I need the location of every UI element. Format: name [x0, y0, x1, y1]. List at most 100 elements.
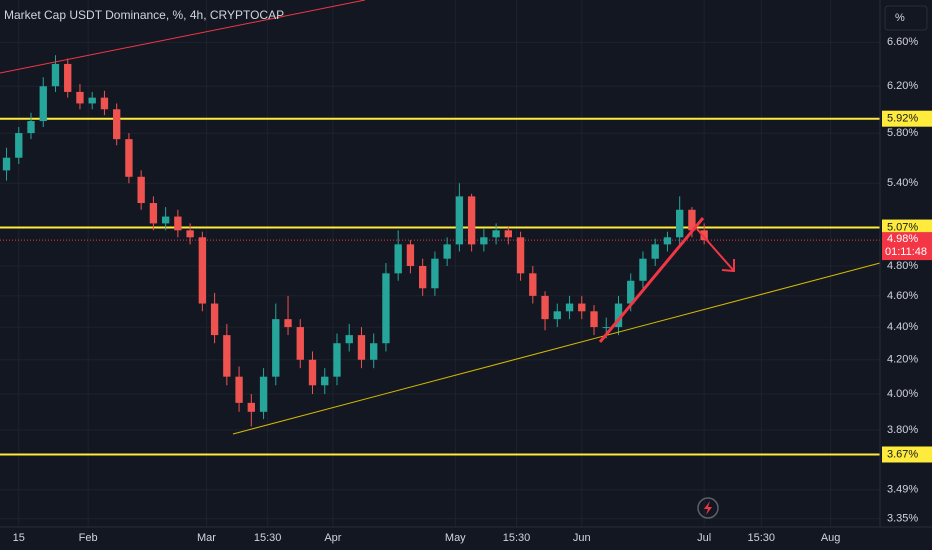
candle-body	[308, 359, 317, 386]
candle-body	[333, 343, 341, 377]
x-tick-label: Feb	[79, 532, 98, 544]
candle-body	[247, 402, 255, 412]
y-tick-label: 6.60%	[887, 36, 918, 48]
level-label: 5.07%	[887, 221, 918, 233]
y-tick-label: 4.60%	[887, 290, 918, 302]
candle-body	[578, 303, 586, 312]
candle-body	[394, 244, 402, 274]
candle-body	[321, 376, 329, 386]
candle-body	[663, 237, 672, 245]
candle-body	[345, 335, 353, 344]
grid	[0, 0, 880, 527]
candle-body	[492, 230, 500, 238]
x-tick-label: Jul	[697, 532, 711, 544]
x-tick-label: 15:30	[503, 532, 531, 544]
candle-body	[370, 343, 378, 360]
y-tick-label: 6.20%	[887, 80, 918, 92]
candle-body	[125, 139, 133, 177]
candle-body	[76, 91, 84, 104]
candle-body	[2, 157, 11, 171]
candle-body	[64, 63, 72, 92]
x-tick-label: Apr	[324, 532, 341, 544]
drawings	[0, 0, 881, 519]
y-tick-label: 4.00%	[887, 388, 918, 400]
last-price-label: 4.98%	[887, 233, 918, 245]
y-tick-label: 4.80%	[887, 260, 918, 272]
level-label: 3.67%	[887, 448, 918, 460]
candle-body	[602, 327, 610, 329]
candle-body	[614, 303, 623, 328]
candle-body	[27, 121, 35, 134]
candle-body	[639, 258, 647, 281]
candle-body	[443, 244, 451, 259]
candle-body	[676, 209, 684, 238]
y-tick-label: 3.35%	[887, 512, 918, 524]
candle-body	[700, 230, 708, 241]
candle-body	[357, 335, 366, 360]
candle-body	[553, 311, 561, 320]
candle-body	[259, 376, 268, 412]
level-badge	[882, 219, 932, 236]
level-badge	[882, 446, 932, 463]
last-price-badge	[882, 232, 932, 261]
y-tick-label: 5.80%	[887, 127, 918, 139]
candle-body	[541, 295, 549, 320]
icon[interactable]	[697, 497, 719, 519]
candle-body	[88, 97, 96, 104]
y-tick-label: 5.40%	[887, 177, 918, 189]
candle-body	[467, 196, 476, 245]
candle-body	[39, 86, 47, 122]
candle-body	[174, 216, 182, 231]
candle-body	[296, 327, 304, 360]
candle-body	[688, 209, 696, 231]
candle-body	[137, 176, 145, 204]
countdown: 01:11:48	[885, 246, 927, 258]
candle-body	[382, 273, 390, 344]
level-label: 5.92%	[887, 113, 918, 125]
y-tick-label: 3.49%	[887, 484, 918, 496]
candles	[2, 55, 708, 427]
axes: 3.35% 3.49% 3.80% 4.00% 4.20% 4.40% 4.60% 4.80%…	[13, 36, 932, 544]
candle-body	[113, 109, 121, 140]
candle-body	[223, 335, 231, 377]
candle-body	[431, 258, 439, 289]
y-tick-label: 3.80%	[887, 424, 918, 436]
candle-body	[516, 237, 525, 274]
candle-body	[406, 244, 415, 266]
trend-line	[232, 262, 881, 435]
candle-body	[529, 273, 537, 296]
unit-label: %	[895, 12, 905, 24]
candle-body	[590, 311, 598, 328]
candle-body	[210, 303, 219, 336]
x-tick-label: Aug	[821, 532, 841, 544]
x-tick-label: May	[445, 532, 466, 544]
candle-body	[100, 97, 109, 110]
trend-line	[598, 217, 705, 343]
x-tick-label: Jun	[573, 532, 591, 544]
y-tick-label: 4.40%	[887, 321, 918, 333]
trend-line	[0, 0, 366, 74]
candle-body	[627, 280, 635, 304]
candle-body	[51, 63, 60, 87]
candle-body	[186, 230, 194, 238]
arrow	[696, 228, 735, 272]
candle-body	[455, 196, 464, 245]
x-tick-label: 15:30	[254, 532, 282, 544]
chart-title: Market Cap USDT Dominance, %, 4h, CRYPTO…	[4, 8, 284, 22]
x-tick-label: Mar	[197, 532, 216, 544]
icon[interactable]	[704, 501, 712, 515]
candle-body	[198, 237, 207, 304]
x-tick-label: 15:30	[748, 532, 776, 544]
arrow-head	[721, 259, 735, 273]
candle-body	[418, 265, 427, 289]
candle-body	[235, 376, 243, 403]
unit-box[interactable]	[884, 5, 928, 31]
candle-body	[161, 216, 170, 224]
candle-body	[565, 303, 574, 312]
candle-body	[480, 237, 488, 245]
candle-body	[651, 244, 659, 259]
candle-body	[149, 203, 158, 224]
